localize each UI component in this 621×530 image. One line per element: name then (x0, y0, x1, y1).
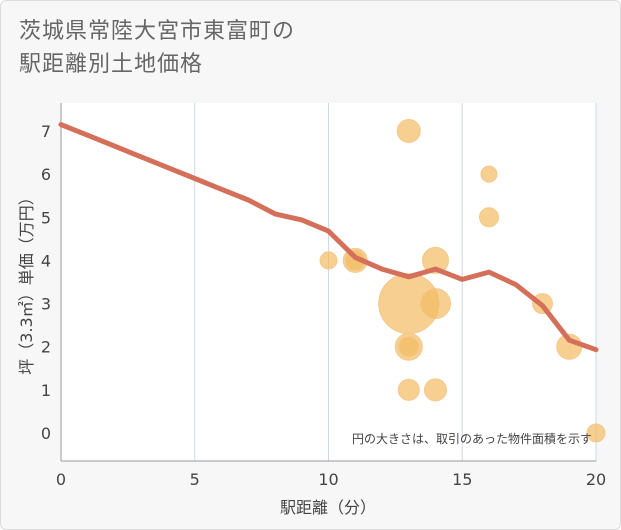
bubble-point (422, 246, 449, 274)
y-tick-label: 6 (41, 165, 51, 184)
chart-title: 茨城県常陸大宮市東富町の 駅距離別土地価格 (19, 15, 295, 81)
chart-title-line-2: 駅距離別土地価格 (19, 52, 204, 77)
bubble-point (397, 378, 420, 401)
x-tick-label: 20 (586, 470, 606, 489)
grid (194, 103, 597, 461)
y-tick-label: 0 (41, 424, 51, 443)
bubble-point (479, 207, 499, 228)
bubble-point (420, 288, 451, 320)
x-tick-label: 5 (190, 470, 200, 489)
x-tick-label: 0 (56, 470, 66, 489)
size-note: 円の大きさは、取引のあった物件面積を示す (352, 431, 592, 446)
y-tick-label: 4 (41, 251, 51, 270)
x-tick-label: 15 (452, 470, 472, 489)
x-tick-labels: 0 5 10 15 20 (56, 470, 606, 489)
bubble-point (398, 336, 420, 358)
bubble-point (586, 423, 606, 443)
y-axis-label: 坪（3.3㎡）単価（万円） (17, 189, 36, 374)
y-tick-label: 3 (41, 295, 51, 314)
bubble-point (424, 378, 447, 402)
chart-title-line-1: 茨城県常陸大宮市東富町の (19, 19, 296, 44)
x-tick-label: 10 (318, 470, 338, 489)
y-tick-label: 2 (41, 338, 51, 357)
trend-layer (58, 122, 599, 353)
bubble-point (480, 165, 498, 183)
y-tick-label: 1 (41, 381, 51, 400)
trend-line (58, 122, 599, 353)
y-tick-labels: 0 1 2 3 4 5 6 7 (41, 122, 51, 443)
y-tick-label: 7 (41, 122, 51, 141)
x-axis-label: 駅距離（分） (280, 498, 376, 517)
bubble-point (319, 251, 338, 270)
bubble-point (396, 119, 421, 144)
y-tick-label: 5 (41, 208, 51, 227)
